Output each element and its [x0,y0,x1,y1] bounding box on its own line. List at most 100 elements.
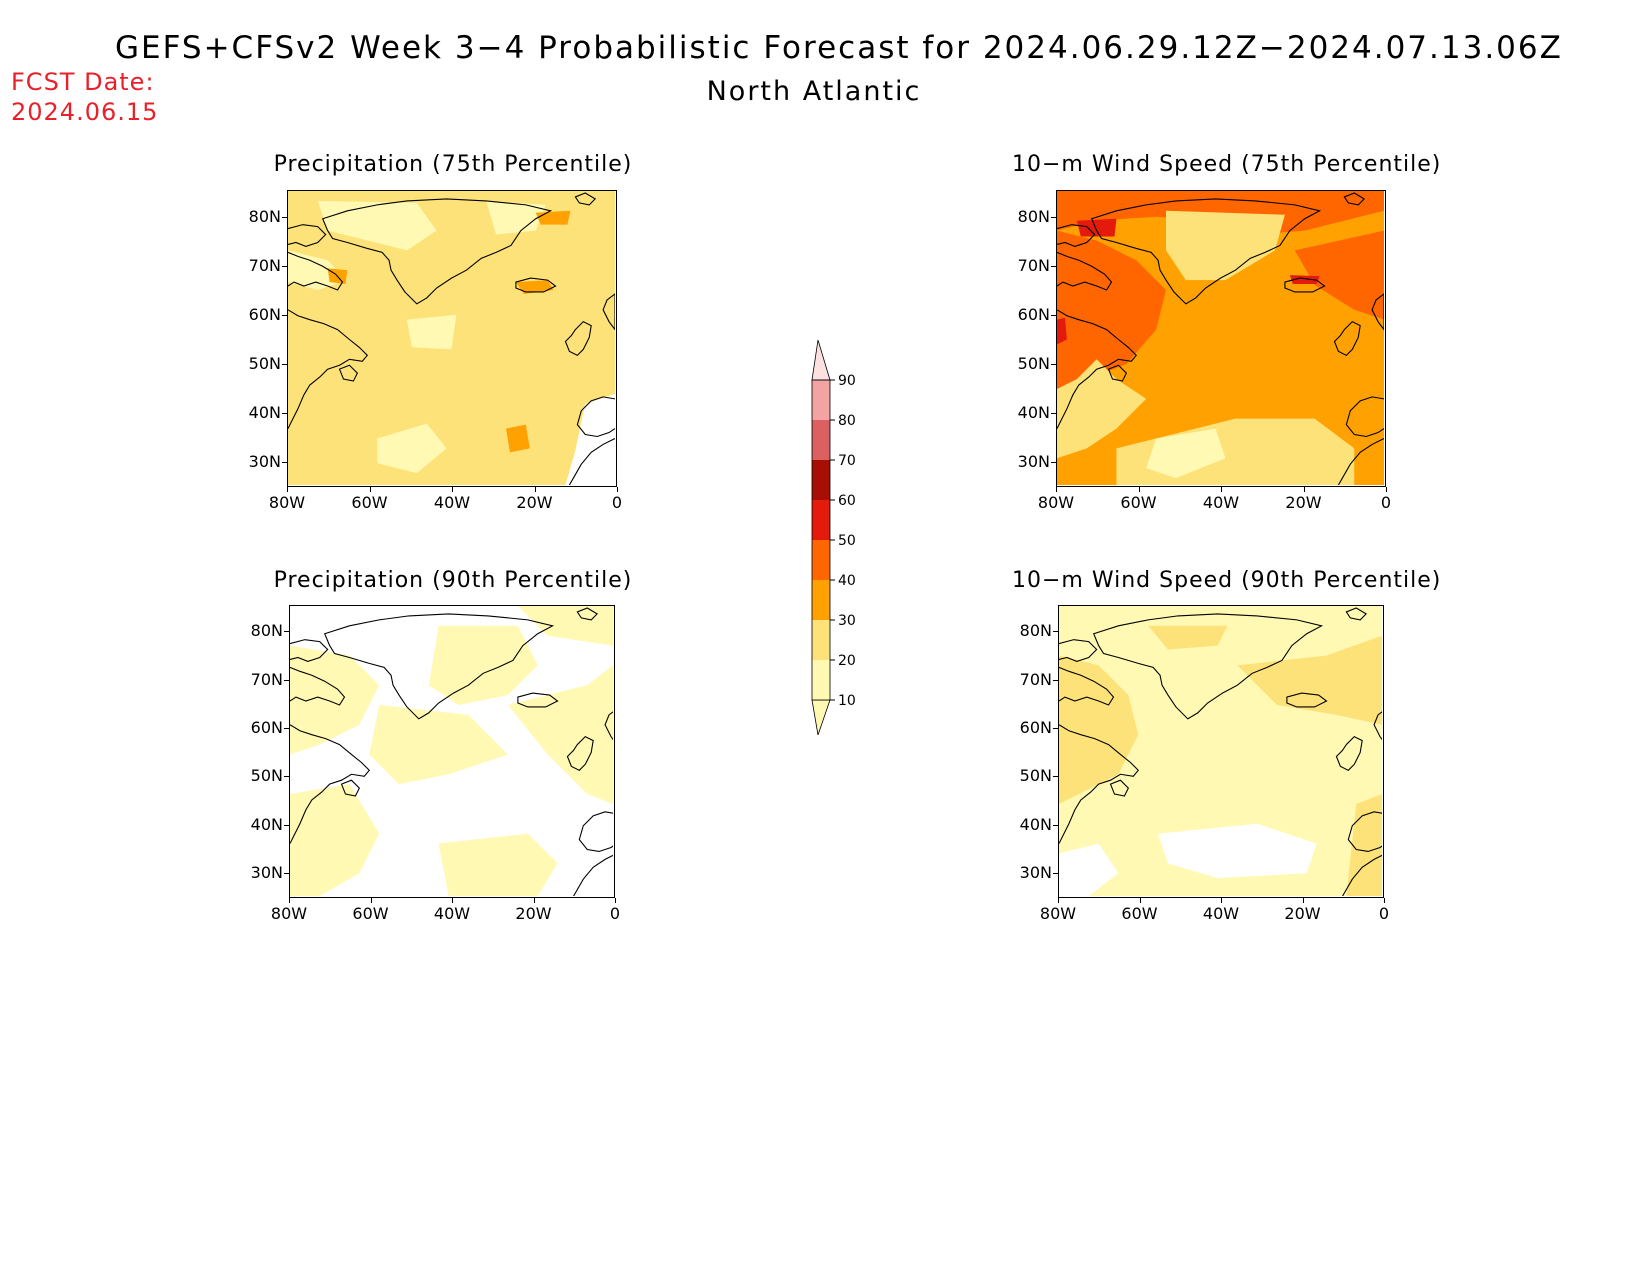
lat-tick-mark [282,265,287,267]
lat-tick-mark [1053,776,1058,778]
coastline [573,854,613,896]
forecast-contour-area [1076,218,1117,237]
lon-tick-label: 0 [1378,904,1390,923]
coastline [1333,321,1361,356]
lat-tick-label: 80N [250,621,283,641]
lon-tick-mark [617,487,618,492]
map-canvas [290,606,613,896]
lat-tick-label: 40N [248,402,281,422]
coastline [1059,666,1115,706]
lat-tick-label: 30N [1019,863,1052,883]
fcst-date-value: 2024.06.15 [11,98,159,126]
lat-tick-mark [284,728,289,730]
forecast-contour-area [1294,230,1384,320]
lon-tick-label: 20W [515,904,552,923]
panel-title-wind-90: 10−m Wind Speed (90th Percentile) [1012,568,1442,593]
coastline [578,811,613,853]
coastline [1109,779,1130,797]
coastline [1342,854,1382,896]
coastline [290,724,371,844]
forecast-contour-area [535,210,571,225]
coastline [1335,735,1363,771]
forecast-contour-area [377,423,447,474]
forecast-contour-area [1059,843,1119,896]
coastline [1345,396,1384,438]
lon-tick-label: 60W [351,493,388,512]
colorbar-segment [812,580,830,620]
coastline [568,437,615,485]
forecast-contour-area [1289,275,1320,285]
coastline [1286,692,1328,708]
colorbar-segment [812,500,830,540]
coastline [1090,198,1322,305]
coastline [1347,811,1382,853]
lat-tick-label: 70N [250,669,283,689]
colorbar-label: 50 [838,533,856,549]
forecast-contour-area [515,280,554,294]
lon-tick-label: 40W [1202,904,1240,923]
forecast-contour-area [1158,823,1317,879]
coastline [338,364,359,382]
lat-tick-mark [284,776,289,778]
lat-tick-label: 50N [250,766,283,786]
forecast-contour-area [290,784,380,896]
lat-tick-mark [284,679,289,681]
lat-tick-mark [1053,728,1058,730]
map-precip-90 [289,605,615,898]
forecast-contour-area [290,645,380,755]
coastline [1057,309,1138,429]
lon-tick-label: 20W [516,493,553,512]
colorbar-segment [812,420,830,460]
forecast-contour-area [565,393,615,485]
colorbar-label: 80 [838,413,856,429]
panel-title-precip-90: Precipitation (90th Percentile) [273,568,633,593]
coastline [340,779,361,797]
coastline [1107,364,1128,382]
lon-tick-mark [452,487,453,492]
forecast-contour-area [438,833,558,896]
forecast-contour-area [517,606,613,646]
coastline [290,639,329,663]
lat-tick-mark [1051,461,1056,463]
lon-tick-mark [1058,898,1059,903]
coastline [604,711,613,741]
coastline [1059,639,1098,663]
lat-tick-label: 40N [250,814,283,834]
lat-tick-mark [1053,824,1058,826]
coastline [602,293,615,331]
figure-title: GEFS+CFSv2 Week 3−4 Probabilistic Foreca… [115,30,1563,66]
coastline [1343,192,1366,206]
forecast-contour-area [1059,655,1139,804]
lat-tick-mark [1053,873,1058,875]
coastline [1057,224,1096,248]
lon-tick-label: 80W [1039,904,1077,923]
coastline [1059,724,1140,844]
lat-tick-label: 60N [250,718,283,738]
forecast-contour-area [1166,210,1285,281]
lon-tick-mark [534,487,536,492]
lat-tick-label: 30N [248,451,281,471]
lon-tick-label: 0 [1380,493,1392,512]
lon-tick-mark [615,898,616,903]
coastline [1057,251,1113,291]
lat-tick-mark [282,216,287,218]
lat-tick-mark [282,314,287,316]
lon-tick-label: 80W [270,904,308,923]
lon-tick-label: 80W [1037,493,1075,512]
lat-tick-mark [282,412,287,414]
forecast-contour-area [369,704,508,785]
colorbar-outline [811,379,831,701]
coastline [290,666,346,706]
coastline [566,735,594,771]
forecast-contour-area [428,625,538,705]
lon-tick-mark [452,898,453,903]
coastline [1371,293,1384,331]
forecast-contour-area [406,314,457,350]
lon-tick-mark [1384,898,1385,903]
lat-tick-mark [1051,412,1056,414]
coastline [321,198,553,305]
map-canvas [288,191,615,485]
lat-tick-mark [284,873,289,875]
lon-tick-label: 20W [1284,904,1321,923]
colorbar-segment [812,380,830,420]
